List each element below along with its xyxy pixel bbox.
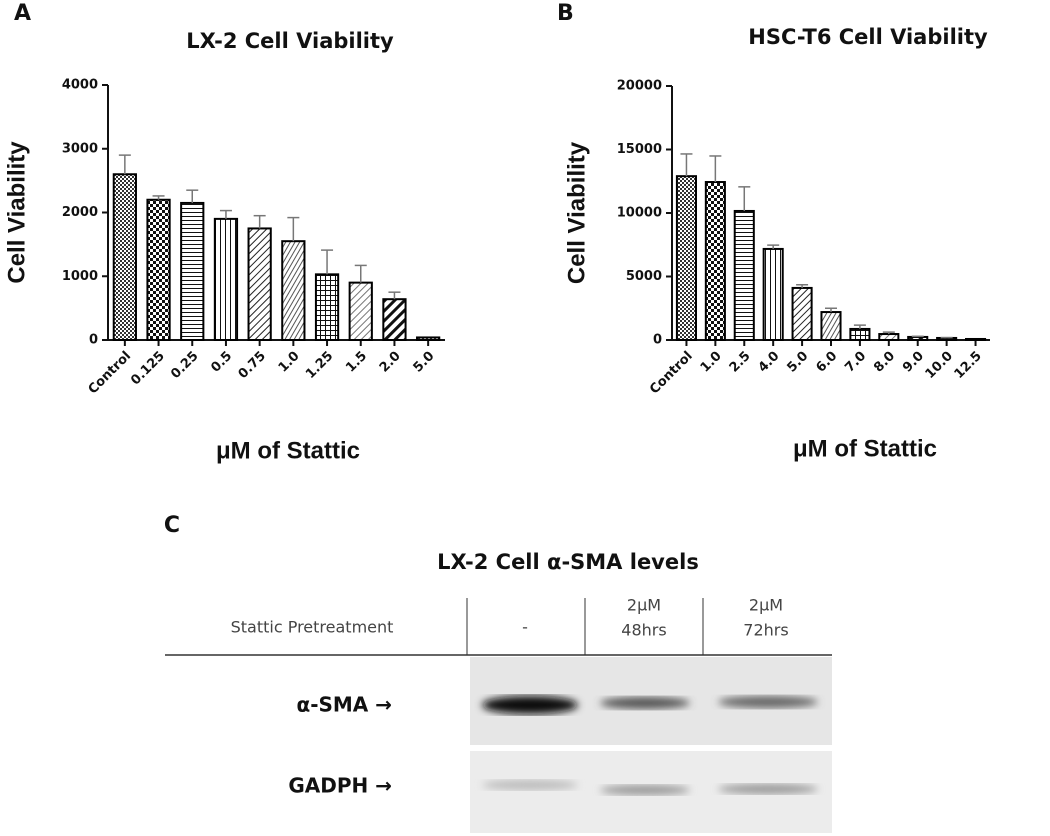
panel-label: B xyxy=(557,1,574,26)
error-bar xyxy=(388,291,401,300)
bar xyxy=(213,217,239,341)
x-tick-label: 4.0 xyxy=(756,349,783,376)
error-bar xyxy=(738,186,751,211)
chart-title: LX-2 Cell Viability xyxy=(186,29,394,53)
error-bar xyxy=(911,335,924,338)
x-tick-label: 6.0 xyxy=(813,349,840,376)
x-tick-label: 1.25 xyxy=(303,349,336,382)
y-tick-label: 0 xyxy=(653,333,662,348)
x-tick-label: 5.0 xyxy=(785,349,812,376)
y-axis-label: Cell Viability xyxy=(563,141,590,284)
row-label: GADPH → xyxy=(288,774,392,798)
error-bar xyxy=(354,264,367,283)
x-tick-label: 1.0 xyxy=(698,349,725,376)
column-label: 72hrs xyxy=(743,621,788,640)
panel-label: A xyxy=(14,1,31,26)
bar xyxy=(675,175,697,341)
error-bar xyxy=(825,307,837,313)
bar xyxy=(733,209,755,341)
column-label: - xyxy=(522,618,528,637)
bar xyxy=(247,227,272,341)
x-tick-label: 0.75 xyxy=(236,349,269,382)
bar xyxy=(849,327,871,341)
x-tick-label: 10.0 xyxy=(923,349,956,382)
row-header: Stattic Pretreatment xyxy=(231,618,394,637)
blot-title: LX-2 Cell α-SMA levels xyxy=(437,550,699,574)
x-tick-label: 5.0 xyxy=(411,349,438,376)
band xyxy=(482,780,578,790)
bar xyxy=(791,286,813,341)
error-bar xyxy=(321,249,334,275)
x-axis-label: μM of Stattic xyxy=(793,435,937,462)
column-label: 2μM xyxy=(749,596,783,615)
y-tick-label: 4000 xyxy=(62,78,98,93)
row-label: α-SMA → xyxy=(296,693,392,717)
error-bar xyxy=(680,153,693,177)
error-bar xyxy=(186,189,199,203)
x-tick-label: 1.5 xyxy=(343,349,370,376)
x-tick-label: 12.5 xyxy=(952,349,985,382)
bar xyxy=(416,336,441,342)
blot-panel: C LX-2 Cell α-SMA levels Stattic Pretrea… xyxy=(164,513,832,833)
error-bar xyxy=(253,214,266,229)
y-tick-label: 10000 xyxy=(617,206,662,221)
band xyxy=(600,697,690,709)
bar xyxy=(878,333,900,342)
x-tick-label: 2.5 xyxy=(727,349,754,376)
x-tick-label: Control xyxy=(86,349,135,398)
bar xyxy=(907,335,929,341)
bar xyxy=(348,281,373,341)
error-bar xyxy=(709,155,722,183)
bar xyxy=(704,181,726,341)
bar xyxy=(965,337,987,342)
band xyxy=(718,784,818,794)
column-label: 48hrs xyxy=(621,621,666,640)
x-tick-label: 0.5 xyxy=(208,349,235,376)
y-tick-label: 2000 xyxy=(62,205,98,220)
x-tick-label: 1.0 xyxy=(276,349,303,376)
x-tick-label: 7.0 xyxy=(842,349,869,376)
band xyxy=(718,696,818,708)
y-tick-label: 0 xyxy=(89,333,98,348)
x-tick-label: 0.125 xyxy=(128,349,168,389)
error-bar xyxy=(767,244,780,249)
bar xyxy=(820,311,842,341)
bar xyxy=(281,240,306,341)
band xyxy=(600,785,690,795)
bar xyxy=(762,247,784,341)
y-tick-label: 20000 xyxy=(617,79,662,94)
column-label: 2μM xyxy=(627,596,661,615)
bar xyxy=(112,173,137,341)
x-tick-label: 8.0 xyxy=(871,349,898,376)
error-bar xyxy=(882,331,895,335)
x-tick-label: 2.0 xyxy=(377,349,404,376)
error-bar xyxy=(287,216,300,242)
x-axis-label: μM of Stattic xyxy=(216,437,360,464)
bar xyxy=(314,273,340,341)
chart-title: HSC-T6 Cell Viability xyxy=(748,25,988,49)
x-tick-label: Control xyxy=(647,349,696,398)
error-bar xyxy=(853,324,866,329)
charts: A LX-2 Cell Viability Cell Viability μM of … xyxy=(3,1,990,464)
x-tick-label: 0.25 xyxy=(168,349,201,382)
y-tick-label: 5000 xyxy=(626,269,662,284)
bar xyxy=(146,198,171,341)
bar xyxy=(382,298,407,342)
y-tick-label: 1000 xyxy=(62,269,98,284)
bar xyxy=(180,201,205,341)
y-axis-label: Cell Viability xyxy=(3,141,30,284)
error-bar xyxy=(219,209,232,219)
y-tick-label: 3000 xyxy=(62,141,98,156)
y-tick-label: 15000 xyxy=(617,142,662,157)
error-bar xyxy=(796,284,809,288)
panel-label: C xyxy=(164,513,180,538)
error-bar xyxy=(118,154,131,175)
band xyxy=(482,696,578,714)
error-bar xyxy=(152,195,165,200)
